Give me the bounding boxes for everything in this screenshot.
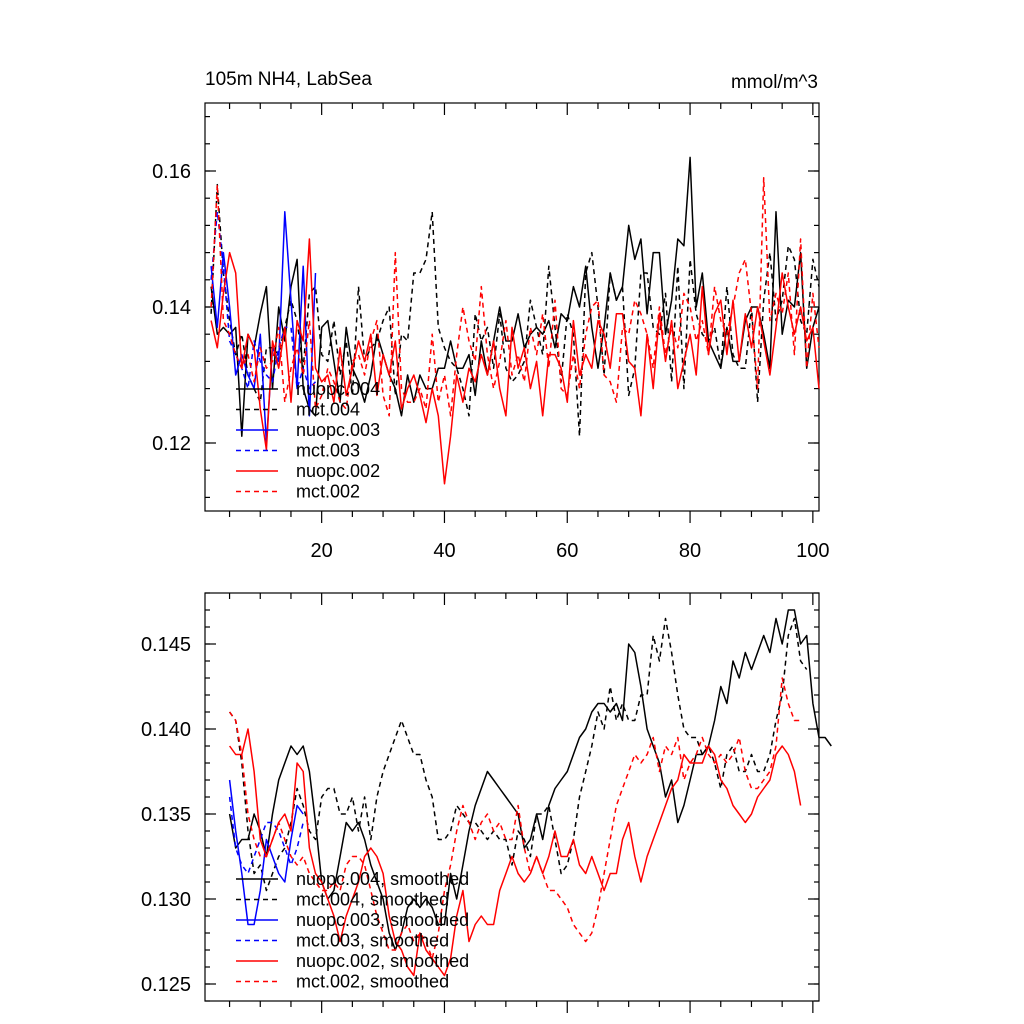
y-tick-label: 0.135 (141, 804, 191, 826)
legend-label: mct.004, smoothed (296, 890, 449, 910)
chart-title: 105m NH4, LabSea (205, 69, 372, 90)
x-tick-label: 20 (311, 540, 333, 562)
series-line (228, 677, 801, 960)
y-tick-label: 0.130 (141, 889, 191, 911)
series-line (210, 177, 820, 417)
legend-label: nuopc.004 (296, 379, 380, 399)
series-line (210, 211, 317, 390)
y-tick-label: 0.16 (152, 161, 191, 183)
series-line (228, 609, 832, 951)
legend-label: mct.004 (296, 400, 360, 420)
x-tick-label: 60 (556, 540, 578, 562)
series-line (210, 156, 820, 437)
legend-label: mct.003, smoothed (296, 931, 449, 951)
series-line (228, 617, 808, 892)
axis-ticks: 0.125 0.130 0.135 0.140 0.145 (141, 592, 819, 1013)
legend-label: nuopc.003, smoothed (296, 910, 469, 930)
y-tick-label: 0.145 (141, 634, 191, 656)
legend-label: nuopc.002 (296, 461, 380, 481)
y-tick-label: 0.14 (152, 297, 191, 319)
legend-label: nuopc.003 (296, 420, 380, 440)
x-tick-label: 100 (796, 540, 829, 562)
legend-label: mct.002, smoothed (296, 972, 449, 992)
series-group (228, 609, 832, 977)
legend-label: mct.002 (296, 482, 360, 502)
series-group (210, 156, 820, 485)
chart-units: mmol/m^3 (731, 72, 818, 93)
y-tick-label: 0.125 (141, 974, 191, 996)
legend-label: nuopc.002, smoothed (296, 951, 469, 971)
x-tick-label: 80 (679, 540, 701, 562)
series-line (228, 779, 304, 926)
top-panel: 105m NH4, LabSea mmol/m^3 0.12 0.14 0.16 20… (152, 69, 829, 562)
series-line (210, 238, 820, 485)
y-tick-label: 0.12 (152, 433, 191, 455)
legend-label: mct.003 (296, 441, 360, 461)
y-tick-label: 0.140 (141, 719, 191, 741)
x-tick-label: 40 (433, 540, 455, 562)
bottom-panel: 0.125 0.130 0.135 0.140 0.145 nuopc.004, smo… (141, 592, 832, 1013)
legend-label: nuopc.004, smoothed (296, 869, 469, 889)
axis-ticks: 0.12 0.14 0.16 20 40 60 80 100 (152, 103, 830, 562)
legend: nuopc.004mct.004nuopc.003mct.003nuopc.00… (236, 379, 380, 502)
